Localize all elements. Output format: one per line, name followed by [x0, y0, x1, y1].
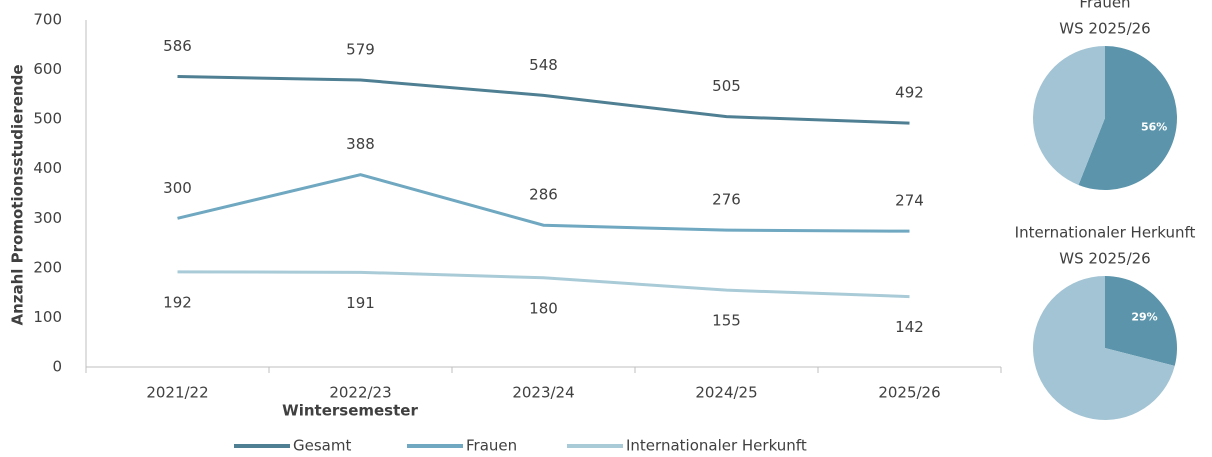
data-label: 492: [895, 84, 924, 102]
data-label: 505: [712, 77, 741, 95]
series-line: [177, 173, 910, 233]
data-label: 586: [163, 37, 192, 55]
y-axis-title: Anzahl Promotionsstudierende: [9, 64, 27, 325]
pie-slice: [1032, 276, 1175, 421]
series-line: [177, 75, 910, 125]
y-tick-label: 0: [52, 358, 62, 376]
pie-slice: [1105, 276, 1177, 366]
y-tick-label: 400: [33, 159, 62, 177]
x-axis-title: Wintersemester: [282, 402, 418, 420]
pie-label: 56%: [1141, 120, 1167, 133]
y-tick-label: 600: [33, 60, 62, 78]
pie-slice: [1078, 46, 1177, 190]
data-label: 388: [346, 135, 375, 153]
pie-title: Frauen: [1079, 0, 1130, 12]
y-tick-label: 200: [33, 258, 62, 276]
pie-title: Internationaler Herkunft: [1015, 224, 1196, 242]
x-tick-label: 2025/26: [878, 384, 940, 402]
data-label: 192: [163, 293, 192, 311]
x-tick-label: 2023/24: [512, 384, 574, 402]
data-label: 276: [712, 191, 741, 209]
pie-slice: [1033, 45, 1105, 185]
pie-subtitle: WS 2025/26: [1059, 250, 1150, 268]
pie-subtitle: WS 2025/26: [1059, 20, 1150, 38]
y-tick-label: 100: [33, 308, 62, 326]
pie-label: 29%: [1131, 310, 1157, 323]
legend-label: Frauen: [466, 437, 517, 455]
data-label: 548: [529, 56, 558, 74]
legend-label: Gesamt: [293, 437, 351, 455]
data-label: 191: [346, 294, 375, 312]
data-label: 274: [895, 192, 924, 210]
data-label: 180: [529, 299, 558, 317]
y-tick-label: 500: [33, 110, 62, 128]
y-tick-label: 700: [33, 11, 62, 29]
data-label: 142: [895, 318, 924, 336]
data-label: 286: [529, 186, 558, 204]
y-tick-label: 300: [33, 209, 62, 227]
series-line: [177, 270, 910, 299]
x-tick-label: 2021/22: [146, 384, 208, 402]
data-label: 300: [163, 179, 192, 197]
data-label: 155: [712, 312, 741, 330]
x-tick-label: 2022/23: [329, 384, 391, 402]
x-tick-label: 2024/25: [695, 384, 757, 402]
legend-label: Internationaler Herkunft: [626, 437, 807, 455]
data-label: 579: [346, 40, 375, 58]
